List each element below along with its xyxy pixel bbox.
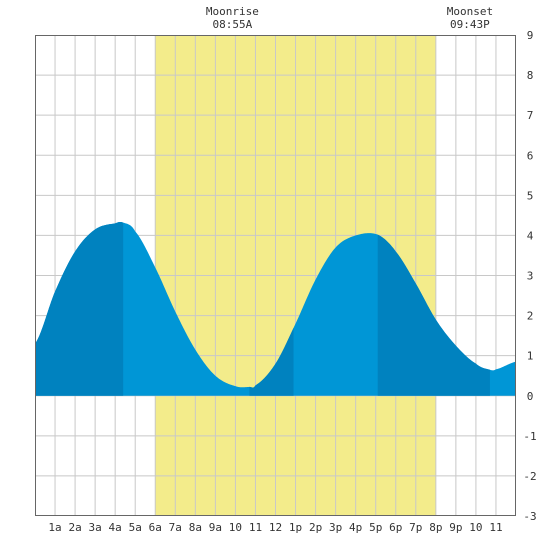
y-tick-label: 9	[527, 29, 534, 42]
x-tick-label: 9p	[449, 521, 462, 534]
moon-event-label: Moonset	[447, 5, 493, 18]
tide-area-dark	[249, 327, 294, 396]
x-tick-label: 3a	[89, 521, 102, 534]
tide-area-dark	[35, 221, 124, 396]
plot-frame	[35, 35, 516, 516]
y-tick-label: 5	[527, 189, 534, 202]
x-tick-label: 7p	[409, 521, 422, 534]
y-tick-label: 1	[527, 350, 534, 363]
x-tick-label: 1p	[289, 521, 302, 534]
y-tick-label: 8	[527, 69, 534, 82]
y-tick-label: 3	[527, 270, 534, 283]
tide-area	[35, 221, 516, 396]
y-tick-label: 6	[527, 149, 534, 162]
y-tick-label: -3	[523, 510, 536, 523]
x-tick-label: 10	[469, 521, 482, 534]
x-tick-label: 3p	[329, 521, 342, 534]
y-tick-label: 7	[527, 109, 534, 122]
x-tick-label: 9a	[209, 521, 222, 534]
x-tick-label: 10	[229, 521, 242, 534]
x-axis-labels: 1a 2a 3a 4a 5a 6a 7a 8a 9a 10 11 12 1p 2p 3p 4p 5p 6p 7p 8p…	[48, 521, 502, 534]
x-tick-label: 4p	[349, 521, 362, 534]
x-tick-label: 11	[249, 521, 262, 534]
y-tick-label: 0	[527, 390, 534, 403]
x-tick-label: 8a	[189, 521, 202, 534]
moon-event-time: 08:55A	[213, 18, 253, 31]
x-tick-label: 5a	[129, 521, 142, 534]
x-tick-label: 11	[489, 521, 502, 534]
y-tick-label: 2	[527, 310, 534, 323]
x-tick-label: 2p	[309, 521, 322, 534]
moon-event-time: 09:43P	[450, 18, 490, 31]
y-axis-labels: -3 -2 -1 0 1 2 3 4 5 6 7 8 9	[523, 29, 536, 523]
y-tick-label: -1	[523, 430, 536, 443]
x-tick-label: 5p	[369, 521, 382, 534]
tide-area-dark	[377, 234, 490, 396]
x-tick-label: 6p	[389, 521, 402, 534]
y-tick-label: -2	[523, 470, 536, 483]
x-tick-label: 7a	[169, 521, 182, 534]
plot-border	[35, 35, 516, 516]
y-tick-label: 4	[527, 229, 534, 242]
x-tick-label: 1a	[48, 521, 61, 534]
grid	[35, 35, 516, 516]
x-tick-label: 6a	[149, 521, 162, 534]
moon-event-label: Moonrise	[206, 5, 259, 18]
x-tick-label: 12	[269, 521, 282, 534]
x-tick-label: 4a	[109, 521, 122, 534]
x-tick-label: 2a	[68, 521, 81, 534]
x-tick-label: 8p	[429, 521, 442, 534]
